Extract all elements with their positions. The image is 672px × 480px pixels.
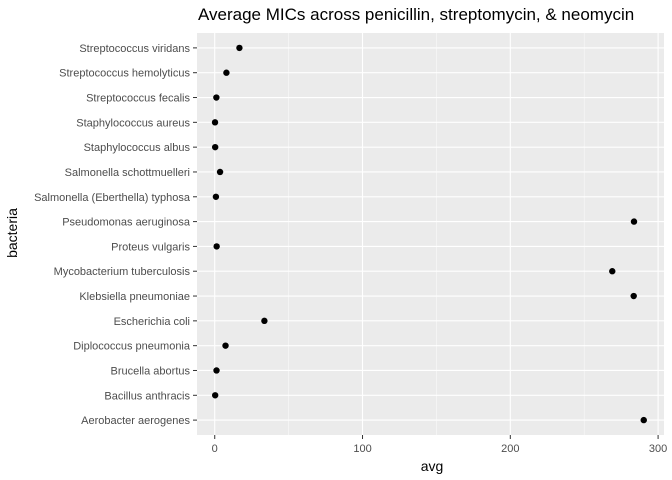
data-point xyxy=(211,119,219,126)
y-tick-label: Staphylococcus albus xyxy=(84,142,191,154)
x-tick-label: 200 xyxy=(501,443,519,455)
y-tick-label: Proteus vulgaris xyxy=(111,241,190,253)
chart-title: Average MICs across penicillin, streptom… xyxy=(198,5,634,24)
y-tick-label: Mycobacterium tuberculosis xyxy=(54,266,191,278)
data-point xyxy=(630,218,638,225)
data-point xyxy=(213,243,220,250)
data-point xyxy=(212,193,220,200)
y-tick-label: Diplococcus pneumonia xyxy=(73,341,191,353)
y-tick-label: Escherichia coli xyxy=(114,316,190,328)
x-axis-ticks: 0 100 200 300 xyxy=(212,435,667,455)
data-point xyxy=(211,143,219,151)
data-point xyxy=(222,342,229,349)
data-point xyxy=(261,317,268,325)
x-tick-label: 300 xyxy=(649,443,667,455)
x-axis-title: avg xyxy=(421,458,444,474)
y-tick-label: Aerobacter aerogenes xyxy=(81,415,190,427)
minor-gridlines xyxy=(288,33,585,435)
data-point xyxy=(236,44,243,52)
data-point xyxy=(211,392,219,399)
y-tick-label: Brucella abortus xyxy=(111,365,191,377)
y-tick-label: Bacillus anthracis xyxy=(104,390,190,402)
y-axis-title: bacteria xyxy=(4,208,20,258)
y-tick-label: Streptococcus hemolyticus xyxy=(59,68,190,80)
data-point xyxy=(213,367,220,374)
data-points xyxy=(211,44,647,424)
y-tick-label: Streptococcus fecalis xyxy=(86,93,190,105)
y-tick-label: Klebsiella pneumoniae xyxy=(79,291,190,303)
data-point xyxy=(216,168,224,176)
y-tick-label: Salmonella schottmuelleri xyxy=(65,167,190,179)
y-tick-label: Staphylococcus aureus xyxy=(76,117,190,129)
y-tick-label: Salmonella (Eberthella) typhosa xyxy=(34,192,191,204)
y-tick-label: Pseudomonas aeruginosa xyxy=(62,217,191,229)
plot-panel xyxy=(197,33,664,435)
data-point xyxy=(213,94,220,101)
data-point xyxy=(630,292,637,300)
data-point xyxy=(640,416,647,424)
y-axis-ticks: Streptococcus viridans Streptococcus hemo… xyxy=(34,43,197,427)
y-tick-label: Streptococcus viridans xyxy=(79,43,190,55)
data-point xyxy=(223,69,230,76)
data-point xyxy=(609,268,616,275)
x-tick-label: 0 xyxy=(212,443,218,455)
x-tick-label: 100 xyxy=(353,443,371,455)
major-gridlines xyxy=(197,33,664,435)
